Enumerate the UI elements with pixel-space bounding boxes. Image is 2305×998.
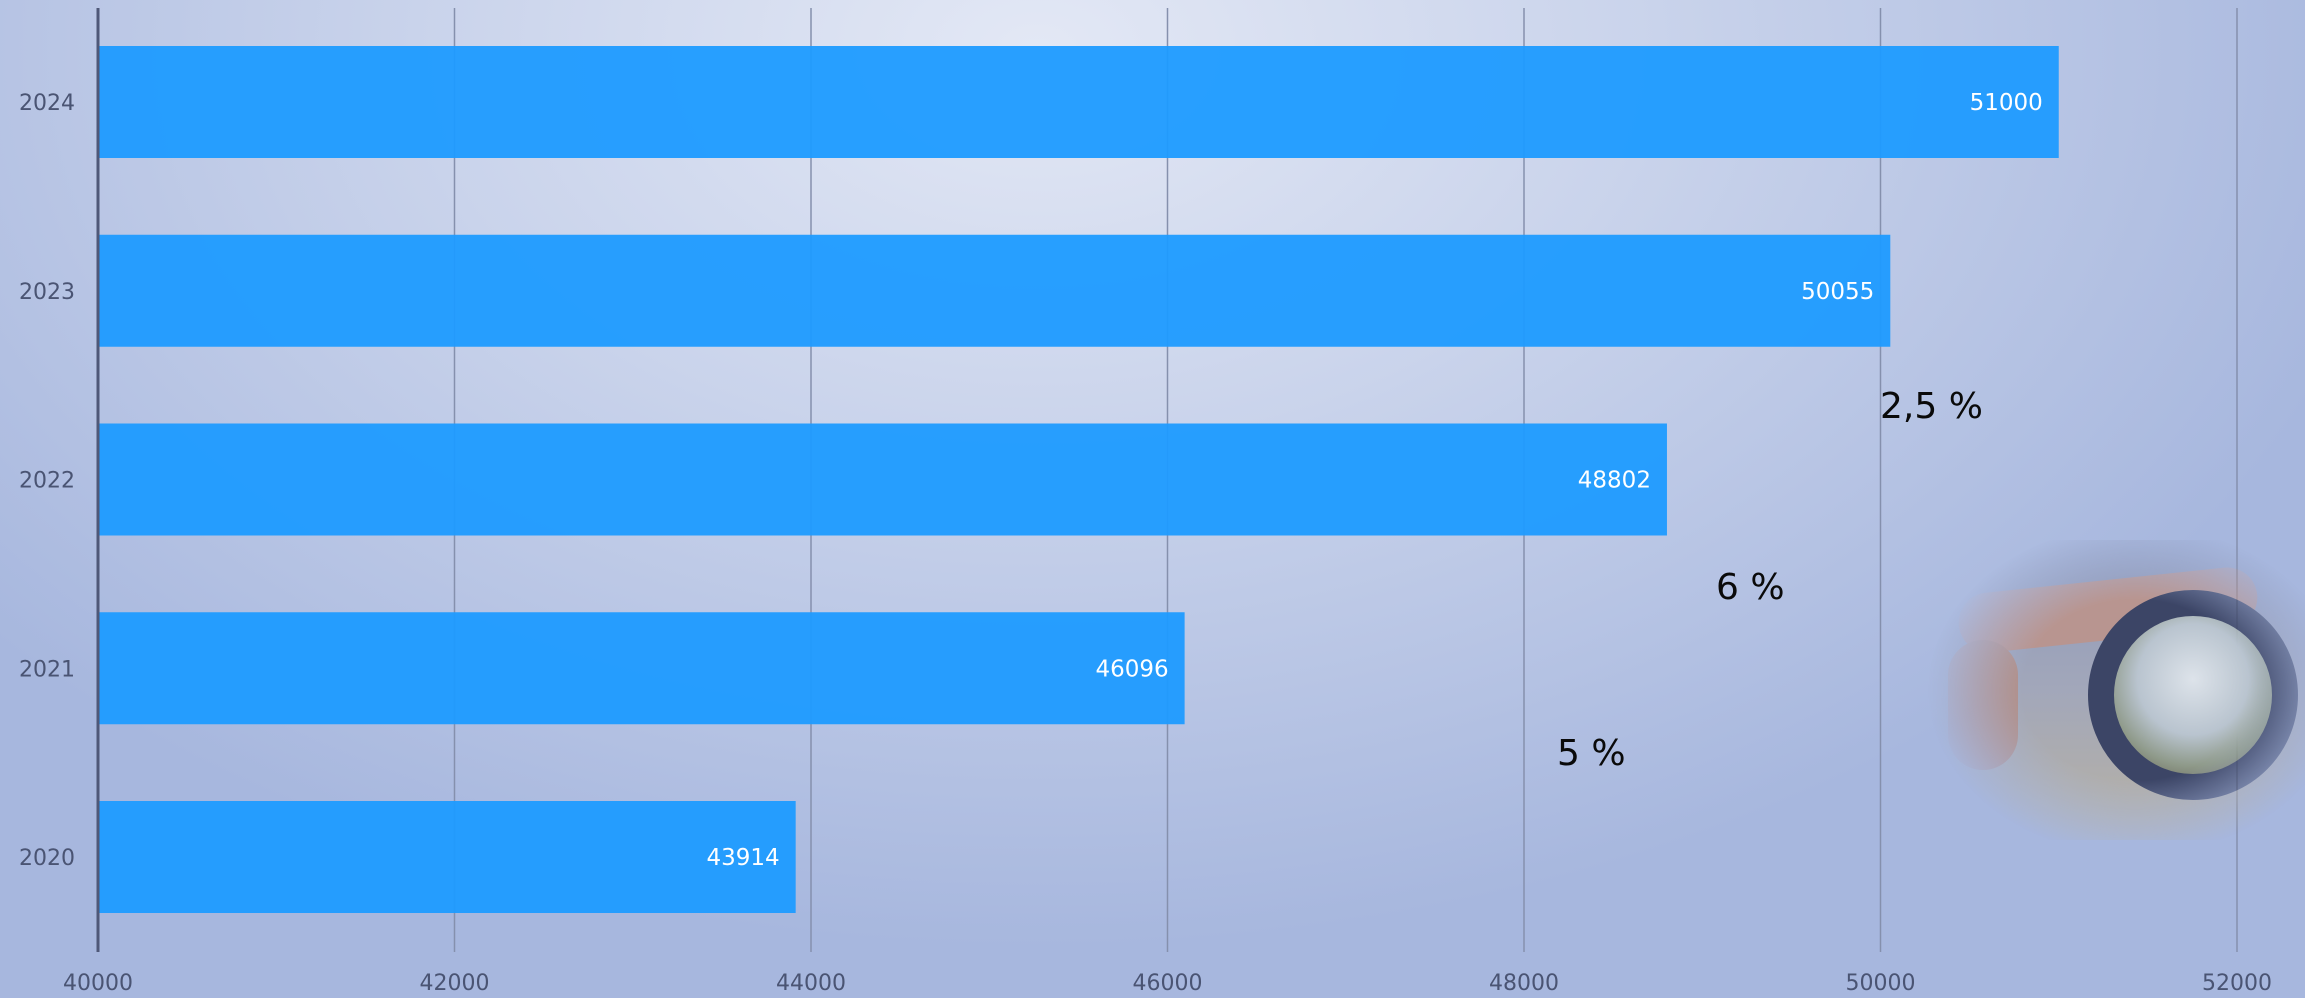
bar-value-label: 50055 xyxy=(1801,279,1874,305)
x-tick-label: 48000 xyxy=(1489,971,1559,996)
y-tick-label: 2023 xyxy=(19,280,75,305)
x-tick-label: 44000 xyxy=(776,971,846,996)
annotation-5-percent: 5 % xyxy=(1557,733,1626,774)
annotation-6-percent: 6 % xyxy=(1716,567,1785,608)
thumb-shape xyxy=(1948,640,2018,770)
bar xyxy=(98,46,2059,158)
y-tick-label: 2022 xyxy=(19,469,75,494)
bar xyxy=(98,801,796,913)
x-tick-label: 46000 xyxy=(1133,971,1203,996)
x-tick-label: 52000 xyxy=(2202,971,2272,996)
bar-value-label: 43914 xyxy=(706,845,779,871)
bar xyxy=(98,423,1667,536)
y-tick-label: 2021 xyxy=(19,657,75,682)
lens-ring-icon xyxy=(2088,590,2298,800)
labels: 40000 42000 44000 46000 48000 50000 52000 51000… xyxy=(19,90,2272,996)
bar xyxy=(98,612,1185,725)
bars xyxy=(98,46,2059,913)
lens-ball-photo xyxy=(1928,540,2305,840)
bar-value-label: 46096 xyxy=(1095,656,1168,682)
x-tick-label: 40000 xyxy=(63,971,133,996)
y-tick-label: 2024 xyxy=(19,91,75,116)
annotation-2-5-percent: 2,5 % xyxy=(1880,386,1983,427)
bar-value-label: 51000 xyxy=(1970,90,2043,116)
y-tick-label: 2020 xyxy=(19,846,75,871)
x-tick-label: 42000 xyxy=(420,971,490,996)
bar xyxy=(98,234,1891,347)
bar-value-label: 48802 xyxy=(1578,468,1651,494)
x-tick-label: 50000 xyxy=(1846,971,1916,996)
